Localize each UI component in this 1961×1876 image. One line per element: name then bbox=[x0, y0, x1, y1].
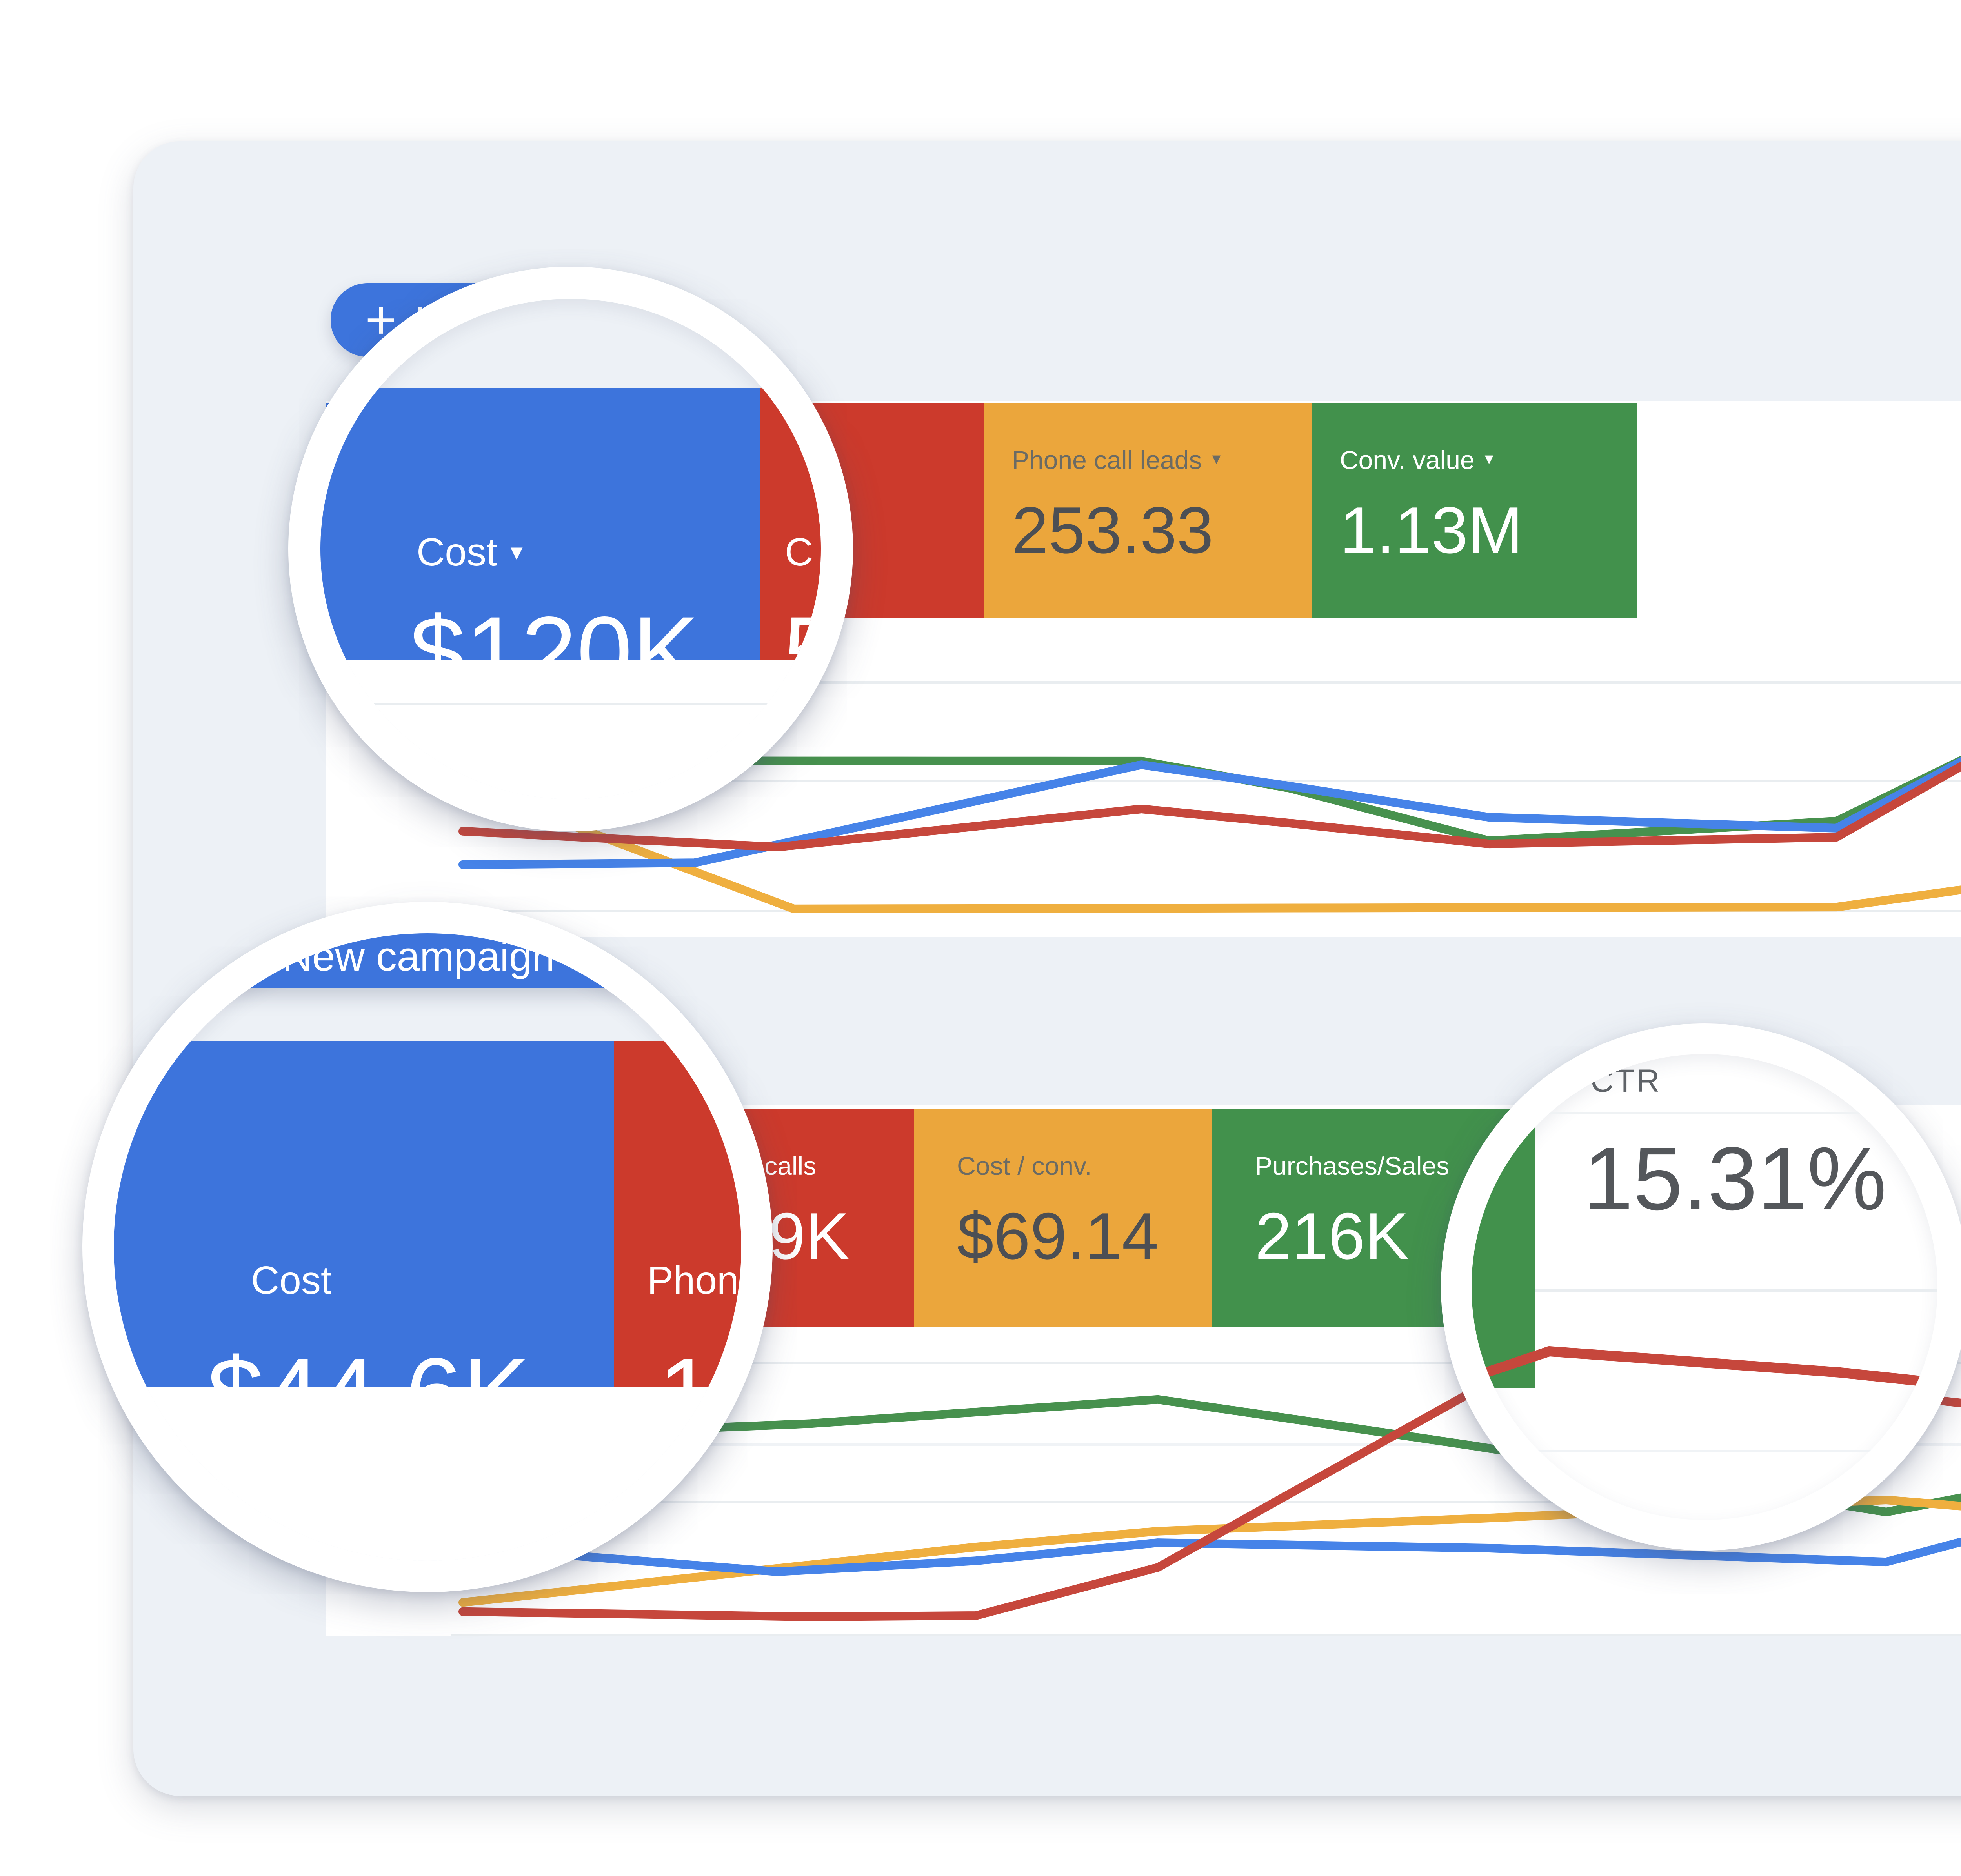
metric-label: Phone call leads ▾ bbox=[1012, 445, 1221, 474]
magnifier-lens-cost: Cost ▾ $120K C 5 bbox=[288, 267, 853, 831]
metric-label: Conv. value ▾ bbox=[1340, 445, 1493, 474]
magnified-red-card: C 5 bbox=[760, 388, 821, 660]
magnifier-lens-ctr: CTR 15.31% bbox=[1441, 1023, 1961, 1551]
metric-card-conv-value[interactable]: Conv. value ▾ 1.13M bbox=[1312, 403, 1637, 618]
panel-edge-line bbox=[1535, 1112, 1937, 1114]
metric-value: 1.9K bbox=[658, 1343, 741, 1387]
magnifier-lens-cost-2: New campaign Cost $44.6K Phone calls 1.9… bbox=[82, 902, 773, 1592]
metric-label: Cost / conv. bbox=[957, 1151, 1092, 1180]
metric-label: Purchases/Sales bbox=[1255, 1151, 1450, 1180]
metric-card-cost-per-conv[interactable]: Cost / conv. $69.14 bbox=[914, 1109, 1212, 1327]
magnified-phone-calls-card: Phone calls 1.9K bbox=[614, 1041, 741, 1387]
gridline bbox=[451, 1443, 1961, 1446]
metric-value: $69.14 bbox=[957, 1199, 1159, 1273]
lens-content: Cost ▾ $120K C 5 bbox=[320, 299, 821, 799]
dropdown-arrow-icon: ▾ bbox=[1212, 449, 1221, 468]
metric-label-fragment: C bbox=[785, 530, 813, 574]
gridline bbox=[320, 703, 821, 705]
lens-content: CTR 15.31% bbox=[1472, 1054, 1937, 1520]
series-green bbox=[678, 1400, 1961, 1512]
metric-value: $44.6K bbox=[207, 1343, 530, 1387]
gridline bbox=[451, 1634, 1961, 1636]
gridline bbox=[451, 780, 1961, 782]
metric-card-phone-call-leads[interactable]: Phone call leads ▾ 253.33 bbox=[984, 403, 1312, 618]
gridline bbox=[451, 1362, 1961, 1364]
metric-label: Phone calls bbox=[647, 1258, 741, 1302]
top-trend-chart bbox=[463, 667, 1961, 925]
series-blue bbox=[562, 1500, 1961, 1572]
series-yellow bbox=[463, 1500, 1961, 1602]
gridline bbox=[451, 1501, 1961, 1503]
metric-value: $120K bbox=[410, 596, 699, 660]
magnified-green-card-edge bbox=[1472, 1082, 1535, 1388]
magnified-panel bbox=[320, 660, 821, 799]
metric-value-fragment: 5 bbox=[783, 596, 821, 660]
ctr-label: CTR bbox=[1590, 1063, 1661, 1099]
gridline bbox=[1472, 1450, 1937, 1452]
magnified-cost-card: Cost ▾ $120K bbox=[320, 388, 760, 660]
dropdown-arrow-icon: ▾ bbox=[1484, 449, 1493, 468]
series-red bbox=[463, 677, 1961, 847]
metric-label: Cost▾ bbox=[417, 530, 523, 574]
metric-value: 216K bbox=[1255, 1199, 1409, 1273]
gridline bbox=[1535, 1289, 1937, 1292]
metric-value: 1.13M bbox=[1340, 493, 1523, 567]
series-yellow bbox=[463, 784, 1961, 909]
series-blue bbox=[463, 678, 1961, 865]
magnified-new-campaign-button[interactable] bbox=[114, 933, 741, 988]
new-campaign-button-label: New campaign bbox=[282, 934, 555, 980]
ctr-value: 15.31% bbox=[1583, 1129, 1887, 1229]
magnified-cost-card: Cost $44.6K bbox=[114, 1041, 614, 1387]
metric-value: 253.33 bbox=[1012, 493, 1213, 567]
magnified-red-line bbox=[1472, 1346, 1937, 1388]
dropdown-arrow-icon: ▾ bbox=[510, 538, 523, 565]
metric-label: Cost bbox=[251, 1258, 332, 1302]
lens-content: New campaign Cost $44.6K Phone calls 1.9… bbox=[114, 933, 741, 1561]
gridline bbox=[451, 681, 1961, 684]
